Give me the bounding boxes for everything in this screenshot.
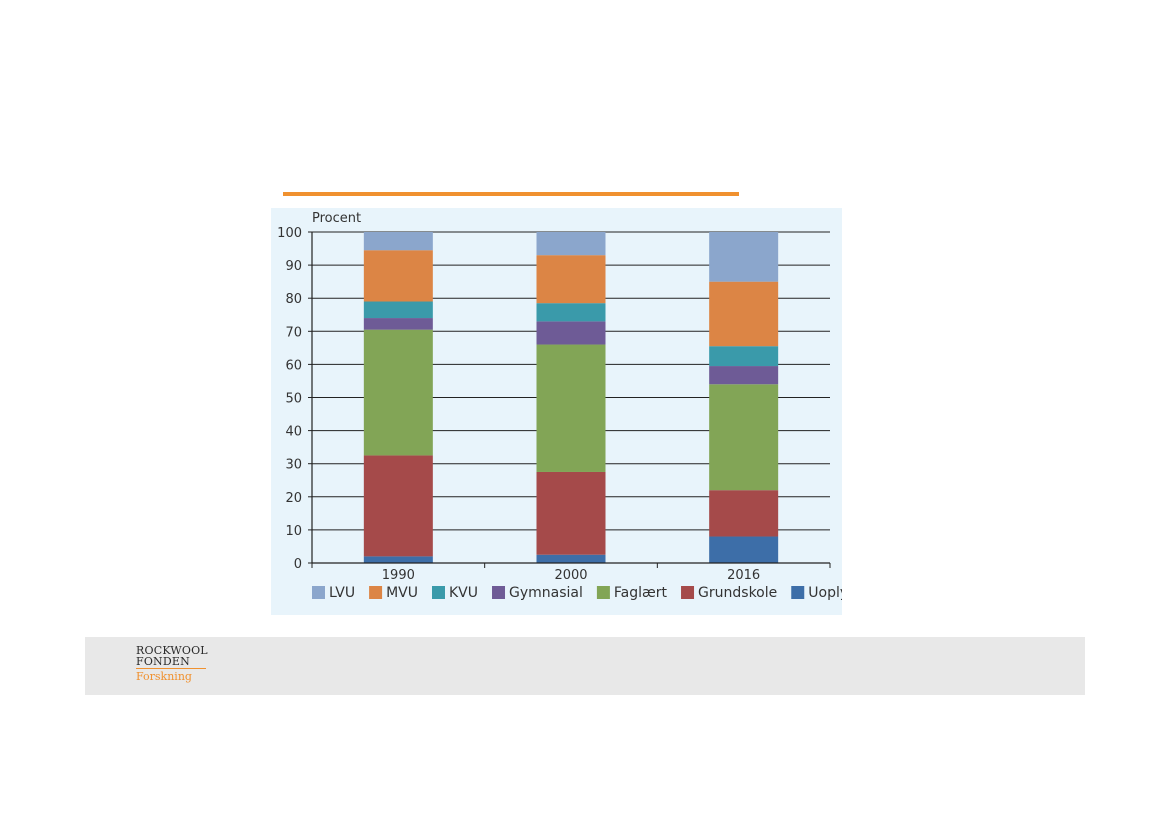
legend-swatch bbox=[492, 586, 506, 599]
bar-segment bbox=[363, 329, 433, 456]
x-tick-label: 2000 bbox=[554, 568, 587, 583]
x-tick-label: 2016 bbox=[727, 568, 760, 583]
y-axis-label: Procent bbox=[312, 211, 361, 226]
y-tick-label: 40 bbox=[285, 425, 302, 440]
axes: 0 10 20 30 40 50 60 70 80 90 100 1990 2000 2016 bbox=[277, 226, 831, 583]
legend-label: Uoplyst bbox=[808, 585, 842, 601]
legend-swatch bbox=[369, 586, 383, 599]
stacked-bar-chart: Procent 0 10 20 30 40 50 60 70 80 90 100 1990 2000 20… bbox=[271, 208, 842, 615]
bar-segment bbox=[709, 346, 779, 367]
bar-segment bbox=[709, 281, 779, 347]
legend-label: KVU bbox=[449, 585, 478, 601]
bars bbox=[363, 232, 779, 563]
y-tick-label: 70 bbox=[285, 325, 302, 340]
bar-segment bbox=[363, 232, 433, 251]
bar-segment bbox=[709, 384, 779, 491]
logo-line-rockwool: ROCKWOOL bbox=[136, 644, 208, 657]
legend-swatch bbox=[791, 586, 805, 599]
logo-line-forskning: Forskning bbox=[136, 670, 192, 683]
bar-segment bbox=[363, 455, 433, 557]
bar-segment bbox=[709, 536, 779, 563]
legend-label: LVU bbox=[329, 585, 355, 601]
legend-swatch bbox=[312, 586, 325, 599]
y-tick-label: 30 bbox=[285, 458, 302, 473]
bar-segment bbox=[536, 344, 606, 472]
bar-segment bbox=[363, 318, 433, 330]
y-tick-label: 80 bbox=[285, 292, 302, 307]
legend-swatch bbox=[681, 586, 695, 599]
y-tick-label: 100 bbox=[277, 226, 302, 241]
y-tick-label: 50 bbox=[285, 392, 302, 407]
y-tick-label: 90 bbox=[285, 259, 302, 274]
y-tick-label: 0 bbox=[294, 557, 302, 572]
legend-swatch bbox=[596, 586, 610, 599]
bar-segment bbox=[536, 554, 606, 563]
bar-segment bbox=[363, 556, 433, 563]
accent-line bbox=[283, 192, 739, 196]
bar-segment bbox=[536, 303, 606, 322]
bar-segment bbox=[363, 250, 433, 302]
legend-label: Gymnasial bbox=[509, 585, 583, 601]
bar-segment bbox=[709, 232, 779, 282]
bar-segment bbox=[536, 255, 606, 304]
rockwool-fonden-logo: ROCKWOOL FONDEN Forskning bbox=[136, 645, 208, 683]
footer-bar: ROCKWOOL FONDEN Forskning bbox=[85, 637, 1085, 695]
bar-segment bbox=[536, 471, 606, 555]
bar-segment bbox=[709, 490, 779, 537]
bar-segment bbox=[709, 366, 779, 385]
legend: LVU MVU KVU Gymnasial Faglært Grundskole Uoply… bbox=[312, 585, 842, 601]
bar-segment bbox=[536, 321, 606, 345]
logo-line-fonden: FONDEN bbox=[136, 655, 190, 668]
legend-label: Grundskole bbox=[698, 585, 777, 601]
legend-label: MVU bbox=[386, 585, 418, 601]
legend-label: Faglært bbox=[614, 585, 668, 601]
bar-segment bbox=[536, 232, 606, 256]
chart-panel: Procent 0 10 20 30 40 50 60 70 80 90 100 1990 2000 20… bbox=[271, 208, 842, 615]
logo-rule bbox=[136, 668, 206, 669]
y-tick-label: 10 bbox=[285, 524, 302, 539]
legend-swatch bbox=[432, 586, 445, 599]
bar-segment bbox=[363, 301, 433, 319]
y-tick-label: 20 bbox=[285, 491, 302, 506]
y-tick-label: 60 bbox=[285, 358, 302, 373]
x-tick-label: 1990 bbox=[382, 568, 415, 583]
